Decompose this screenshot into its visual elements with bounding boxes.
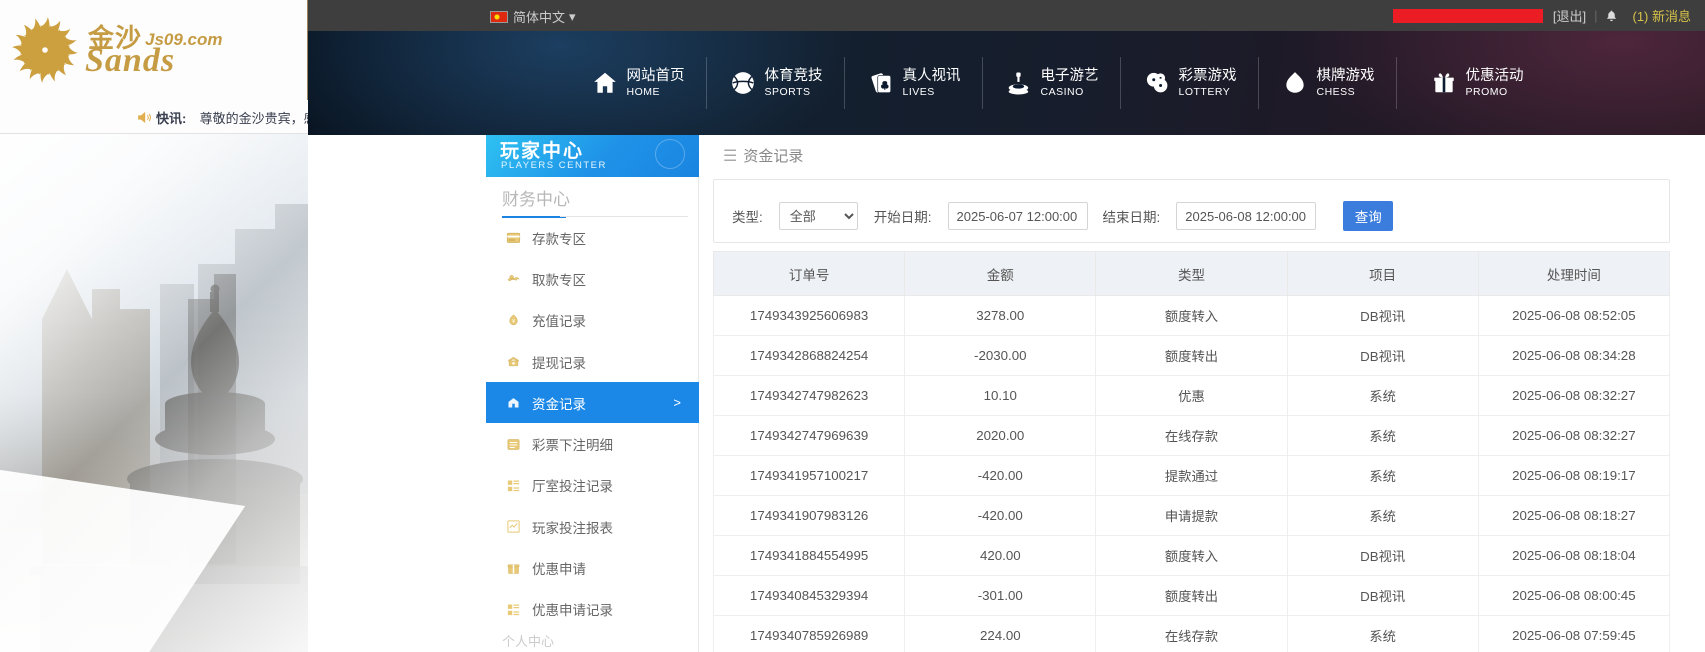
svg-text:¥: ¥: [512, 319, 515, 325]
